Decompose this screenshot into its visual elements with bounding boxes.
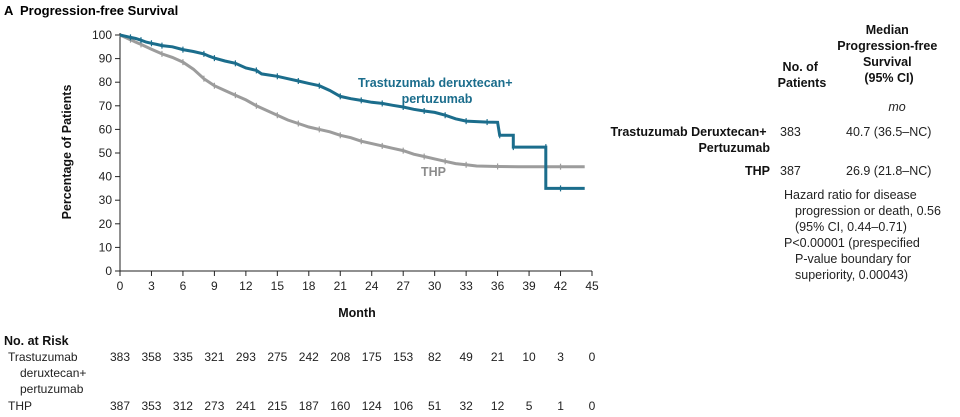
risk-value-trastuzumab: 175: [362, 350, 382, 364]
risk-row-label-trastuzumab: Trastuzumab deruxtecan+ pertuzumab: [8, 350, 90, 396]
stats-median-trastuzumab: 40.7 (36.5–NC): [846, 125, 931, 139]
risk-row-label-thp: THP: [8, 399, 32, 413]
stats-patients-thp: 387: [780, 164, 801, 178]
risk-value-trastuzumab: 242: [299, 350, 319, 364]
stats-row-label-trastuzumab: Trastuzumab Deruxtecan+ Pertuzumab: [611, 125, 771, 155]
risk-value-trastuzumab: 10: [522, 350, 536, 364]
stats-row-label-thp: THP: [745, 164, 770, 178]
risk-value-thp: 0: [589, 399, 596, 413]
x-tick-label: 24: [365, 279, 379, 293]
series-label-trastuzumab-line1: Trastuzumab deruxtecan+: [358, 76, 513, 90]
risk-value-thp: 241: [236, 399, 256, 413]
risk-value-thp: 124: [362, 399, 382, 413]
col-header-patients: No. of Patients: [778, 60, 827, 90]
risk-value-thp: 160: [330, 399, 350, 413]
col-header-median: Median Progression-free Survival (95% CI…: [837, 23, 941, 85]
risk-value-trastuzumab: 153: [393, 350, 413, 364]
risk-value-thp: 215: [267, 399, 287, 413]
risk-value-trastuzumab: 275: [267, 350, 287, 364]
risk-value-thp: 5: [526, 399, 533, 413]
x-tick-label: 15: [271, 279, 285, 293]
risk-value-thp: 187: [299, 399, 319, 413]
risk-value-trastuzumab: 335: [173, 350, 193, 364]
median-unit: mo: [888, 100, 905, 114]
risk-value-trastuzumab: 3: [557, 350, 564, 364]
censor-marks-thp: [129, 36, 562, 170]
risk-value-trastuzumab: 208: [330, 350, 350, 364]
risk-value-trastuzumab: 82: [428, 350, 442, 364]
y-tick-label: 10: [99, 240, 113, 254]
risk-value-thp: 51: [428, 399, 442, 413]
risk-table-title: No. at Risk: [4, 334, 69, 348]
risk-value-thp: 312: [173, 399, 193, 413]
risk-value-trastuzumab: 49: [459, 350, 473, 364]
series-label-trastuzumab: Trastuzumab deruxtecan+ pertuzumab: [358, 76, 516, 106]
risk-value-trastuzumab: 321: [204, 350, 224, 364]
series-label-thp: THP: [421, 165, 446, 179]
risk-value-thp: 387: [110, 399, 130, 413]
series-label-trastuzumab-line2: pertuzumab: [402, 92, 473, 106]
x-tick-label: 30: [428, 279, 442, 293]
y-tick-label: 80: [99, 75, 113, 89]
x-tick-label: 42: [554, 279, 568, 293]
risk-table: No. at Risk Trastuzumab deruxtecan+ pert…: [4, 334, 596, 413]
x-tick-label: 45: [585, 279, 599, 293]
y-tick-label: 30: [99, 193, 113, 207]
risk-value-trastuzumab: 21: [491, 350, 505, 364]
risk-value-trastuzumab: 0: [589, 350, 596, 364]
stats-table: No. of Patients Median Progression-free …: [611, 23, 944, 282]
y-tick-label: 100: [92, 28, 112, 42]
y-tick-label: 60: [99, 122, 113, 136]
y-tick-label: 40: [99, 170, 113, 184]
y-tick-label: 20: [99, 217, 113, 231]
risk-value-thp: 273: [204, 399, 224, 413]
x-tick-label: 21: [334, 279, 348, 293]
panel-title: Progression-free Survival: [20, 3, 178, 18]
x-tick-label: 33: [459, 279, 473, 293]
x-tick-label: 9: [211, 279, 218, 293]
x-tick-label: 12: [239, 279, 253, 293]
survival-curves: [119, 33, 585, 192]
series-line-trastuzumab: [119, 33, 585, 190]
risk-value-thp: 32: [459, 399, 473, 413]
risk-value-trastuzumab: 383: [110, 350, 130, 364]
x-tick-label: 39: [522, 279, 536, 293]
x-tick-label: 36: [491, 279, 505, 293]
x-tick-label: 0: [117, 279, 124, 293]
risk-value-thp: 106: [393, 399, 413, 413]
y-tick-label: 90: [99, 52, 113, 66]
stats-median-thp: 26.9 (21.8–NC): [846, 164, 931, 178]
risk-values: 383 358 335 321 293 275 242 208 175 153 82 49 21 10 3 0…: [110, 350, 596, 413]
x-axis-label: Month: [338, 306, 375, 320]
risk-value-thp: 1: [557, 399, 564, 413]
risk-value-thp: 12: [491, 399, 505, 413]
x-tick-label: 18: [302, 279, 316, 293]
y-tick-label: 70: [99, 99, 113, 113]
p-value-note: P<0.00001 (prespecified P-value boundary…: [784, 236, 923, 282]
hazard-ratio-note: Hazard ratio for disease progression or …: [784, 188, 944, 234]
series-line-thp: [119, 33, 585, 169]
risk-value-thp: 353: [141, 399, 161, 413]
x-tick-label: 3: [148, 279, 155, 293]
panel-letter: A: [4, 3, 14, 18]
y-tick-label: 50: [99, 146, 113, 160]
y-axis-label: Percentage of Patients: [60, 85, 74, 220]
x-tick-label: 27: [397, 279, 411, 293]
x-tick-label: 6: [180, 279, 187, 293]
risk-value-trastuzumab: 293: [236, 350, 256, 364]
censor-marks-trastuzumab: [129, 34, 562, 192]
stats-patients-trastuzumab: 383: [780, 125, 801, 139]
risk-value-trastuzumab: 358: [141, 350, 161, 364]
y-tick-label: 0: [105, 264, 112, 278]
